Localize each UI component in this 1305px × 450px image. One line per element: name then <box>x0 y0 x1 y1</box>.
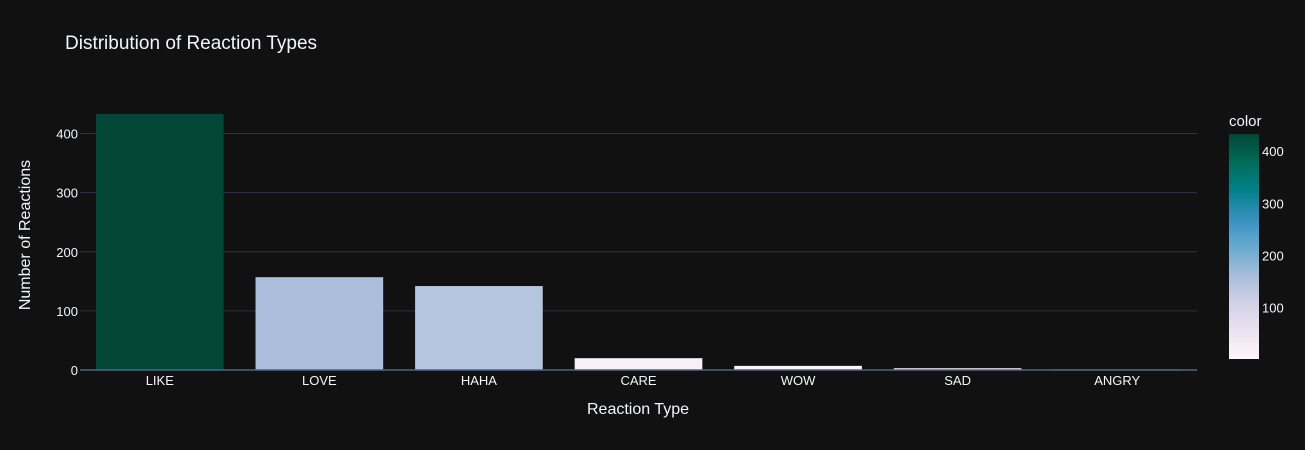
x-tick-labels: LIKE LOVE HAHA CARE WOW SAD ANGRY <box>146 373 1141 388</box>
colorbar-title: color <box>1229 113 1262 130</box>
x-tick-label: CARE <box>620 373 656 388</box>
colorbar-tick-label: 400 <box>1262 144 1284 159</box>
bar-wow[interactable] <box>734 365 862 370</box>
colorbar: color 100 200 300 400 <box>1229 113 1284 359</box>
gridlines <box>80 133 1197 312</box>
x-tick-label: LOVE <box>302 373 337 388</box>
bar-sad[interactable] <box>893 368 1022 370</box>
x-tick-label: HAHA <box>461 373 497 388</box>
x-tick-label: SAD <box>944 373 971 388</box>
colorbar-tick-label: 200 <box>1262 248 1284 263</box>
bar-love[interactable] <box>255 277 384 370</box>
x-tick-label: LIKE <box>146 373 175 388</box>
y-tick-label: 400 <box>56 127 78 142</box>
chart-title: Distribution of Reaction Types <box>65 33 317 54</box>
x-axis-title: Reaction Type <box>587 401 689 418</box>
y-tick-label: 0 <box>71 363 78 378</box>
x-tick-label: WOW <box>781 373 816 388</box>
y-tick-label: 200 <box>56 245 78 260</box>
colorbar-tick-label: 100 <box>1262 300 1284 315</box>
y-tick-label: 100 <box>56 304 78 319</box>
bars <box>95 114 1182 370</box>
bar-haha[interactable] <box>415 286 543 370</box>
colorbar-tick-labels: 100 200 300 400 <box>1262 144 1284 315</box>
colorbar-scale <box>1229 134 1259 359</box>
y-axis-title: Number of Reactions <box>17 160 34 310</box>
y-tick-label: 300 <box>56 186 78 201</box>
bar-care[interactable] <box>574 358 703 370</box>
colorbar-tick-label: 300 <box>1262 196 1284 211</box>
bar-like[interactable] <box>95 114 224 370</box>
y-tick-labels: 0 100 200 300 400 <box>56 127 78 378</box>
x-tick-label: ANGRY <box>1094 373 1140 388</box>
